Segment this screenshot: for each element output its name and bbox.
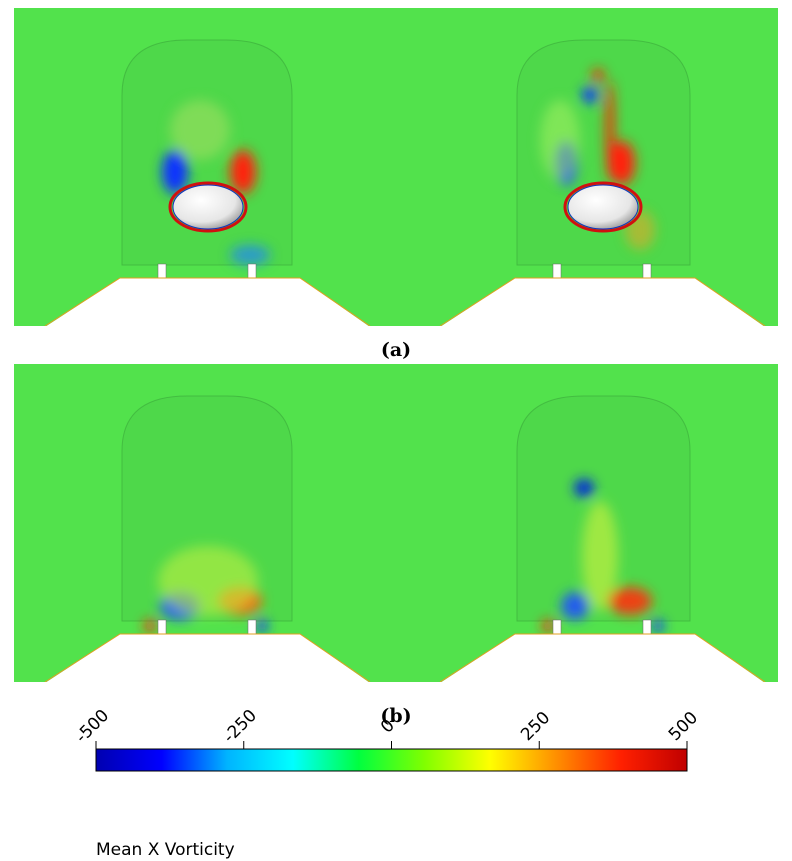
vortex (561, 592, 589, 620)
tick-label: -500 (72, 706, 113, 747)
vortex (540, 100, 580, 180)
bogie (553, 620, 561, 634)
field (14, 8, 778, 330)
bogie (158, 264, 166, 278)
vortex (230, 245, 270, 265)
flow-panel (14, 364, 778, 686)
vortex (230, 150, 256, 194)
train-nose (173, 185, 243, 229)
page: {"panels": [{"caption": "(a)"}, {"captio… (0, 0, 792, 861)
tick-label: 250 (517, 708, 554, 745)
tick-label: -250 (219, 706, 260, 747)
colorbar (96, 749, 687, 771)
vortex (574, 479, 594, 497)
bogie (553, 264, 561, 278)
panel-caption: (a) (381, 339, 411, 361)
bogie (248, 620, 256, 634)
bogie (643, 264, 651, 278)
bogie (643, 620, 651, 634)
figure: (a) (b) Mean X Vorticity -500-2500250500 (0, 0, 792, 861)
tick-label: 500 (665, 708, 702, 745)
train-nose (568, 185, 638, 229)
vortex (158, 546, 258, 616)
bogie (158, 620, 166, 634)
vortex (144, 620, 156, 632)
vortex (592, 69, 604, 81)
vortex (256, 620, 268, 632)
colorbar-label: Mean X Vorticity (96, 840, 235, 860)
vortex (542, 620, 554, 632)
flow-panel (14, 8, 778, 330)
vortex (170, 100, 230, 160)
vortex (652, 620, 664, 632)
field (14, 364, 778, 686)
vortex (608, 587, 652, 615)
vortex (606, 80, 614, 180)
vortex (582, 87, 598, 103)
bogie (248, 264, 256, 278)
